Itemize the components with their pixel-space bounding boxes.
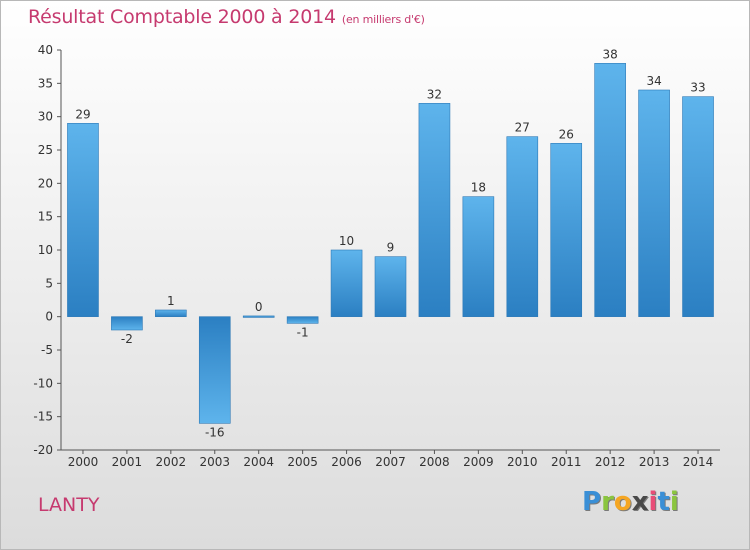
x-tick-label: 2006 (331, 455, 362, 469)
x-tick-label: 2011 (551, 455, 582, 469)
x-tick-label: 2010 (507, 455, 538, 469)
bar-value-label: 1 (167, 294, 175, 308)
y-tick-label: 5 (45, 276, 53, 290)
bar-2012 (594, 63, 626, 317)
bar-2006 (330, 249, 363, 317)
chart-title: Résultat Comptable 2000 à 2014 (en millie… (28, 6, 425, 28)
y-tick-label: 10 (38, 243, 53, 257)
bar-value-label: 26 (559, 127, 574, 141)
bar-value-label: 9 (387, 241, 395, 255)
bar-2013 (638, 89, 670, 317)
proxiti-logo: Proxiti (582, 487, 679, 517)
logo-letter: o (613, 487, 632, 517)
x-tick-label: 2013 (639, 455, 670, 469)
bar-2011 (550, 143, 583, 317)
bar-value-label: 34 (646, 74, 661, 88)
logo-letter: i (669, 487, 679, 517)
x-tick-label: 2004 (243, 455, 274, 469)
commune-name: LANTY (38, 494, 100, 516)
bar-2004 (242, 315, 275, 318)
x-tick-label: 2005 (287, 455, 318, 469)
y-tick-label: 25 (38, 143, 53, 157)
bar-value-label: 33 (690, 81, 705, 95)
bar-value-label: 38 (603, 47, 618, 61)
y-tick-label: -20 (33, 443, 53, 457)
y-tick-label: -15 (33, 410, 53, 424)
bar-value-label: 32 (427, 87, 442, 101)
bar-2009 (462, 196, 495, 317)
bar-value-label: 0 (255, 300, 263, 314)
logo-letter: i (648, 487, 658, 517)
bar-2005 (286, 316, 319, 324)
bar-2003 (198, 316, 231, 424)
y-axis: 40 35 30 25 20 15 10 5 0 -5 -10 -15 -20 (33, 43, 62, 457)
logo-letter: t (657, 487, 670, 517)
bar-value-label: -16 (205, 425, 225, 439)
y-tick-label: 15 (38, 210, 53, 224)
x-axis: 2000 2001 2002 2003 2004 2005 2006 2007 2008 2009… (61, 449, 720, 469)
bar-2014 (682, 96, 714, 317)
x-tick-label: 2009 (463, 455, 494, 469)
x-tick-label: 2012 (595, 455, 626, 469)
x-tick-label: 2014 (683, 455, 714, 469)
bar-value-label: 10 (339, 234, 354, 248)
y-tick-label: 40 (38, 43, 53, 57)
bar-value-label: -2 (121, 332, 133, 346)
bar-2007 (374, 256, 407, 317)
bar-2000 (67, 123, 99, 317)
chart-unit-label: (en milliers d'€) (341, 13, 425, 26)
x-tick-label: 2002 (156, 455, 187, 469)
x-tick-label: 2008 (419, 455, 450, 469)
bar-value-label: 27 (515, 121, 530, 135)
bars: 29 -2 1 -16 0 -1 10 9 32 18 27 26 38 34 33 (67, 47, 714, 439)
x-tick-label: 2001 (112, 455, 143, 469)
y-tick-label: 0 (45, 310, 53, 324)
logo-letter: r (601, 487, 614, 517)
y-tick-label: -10 (33, 376, 53, 390)
logo-letter: P (582, 487, 602, 517)
y-tick-label: 30 (38, 110, 53, 124)
x-tick-label: 2007 (375, 455, 406, 469)
bar-2008 (418, 103, 451, 317)
y-tick-label: 35 (38, 76, 53, 90)
bar-value-label: 29 (75, 107, 90, 121)
logo-letter: x (631, 487, 649, 517)
x-tick-label: 2003 (199, 455, 230, 469)
x-tick-label: 2000 (68, 455, 99, 469)
bar-value-label: 18 (471, 181, 486, 195)
bar-2010 (506, 136, 539, 317)
bar-2002 (155, 309, 187, 317)
chart-title-text: Résultat Comptable 2000 à 2014 (28, 6, 336, 28)
bar-2001 (111, 316, 143, 331)
y-tick-label: 20 (38, 176, 53, 190)
bar-value-label: -1 (297, 325, 309, 339)
y-tick-label: -5 (41, 343, 53, 357)
